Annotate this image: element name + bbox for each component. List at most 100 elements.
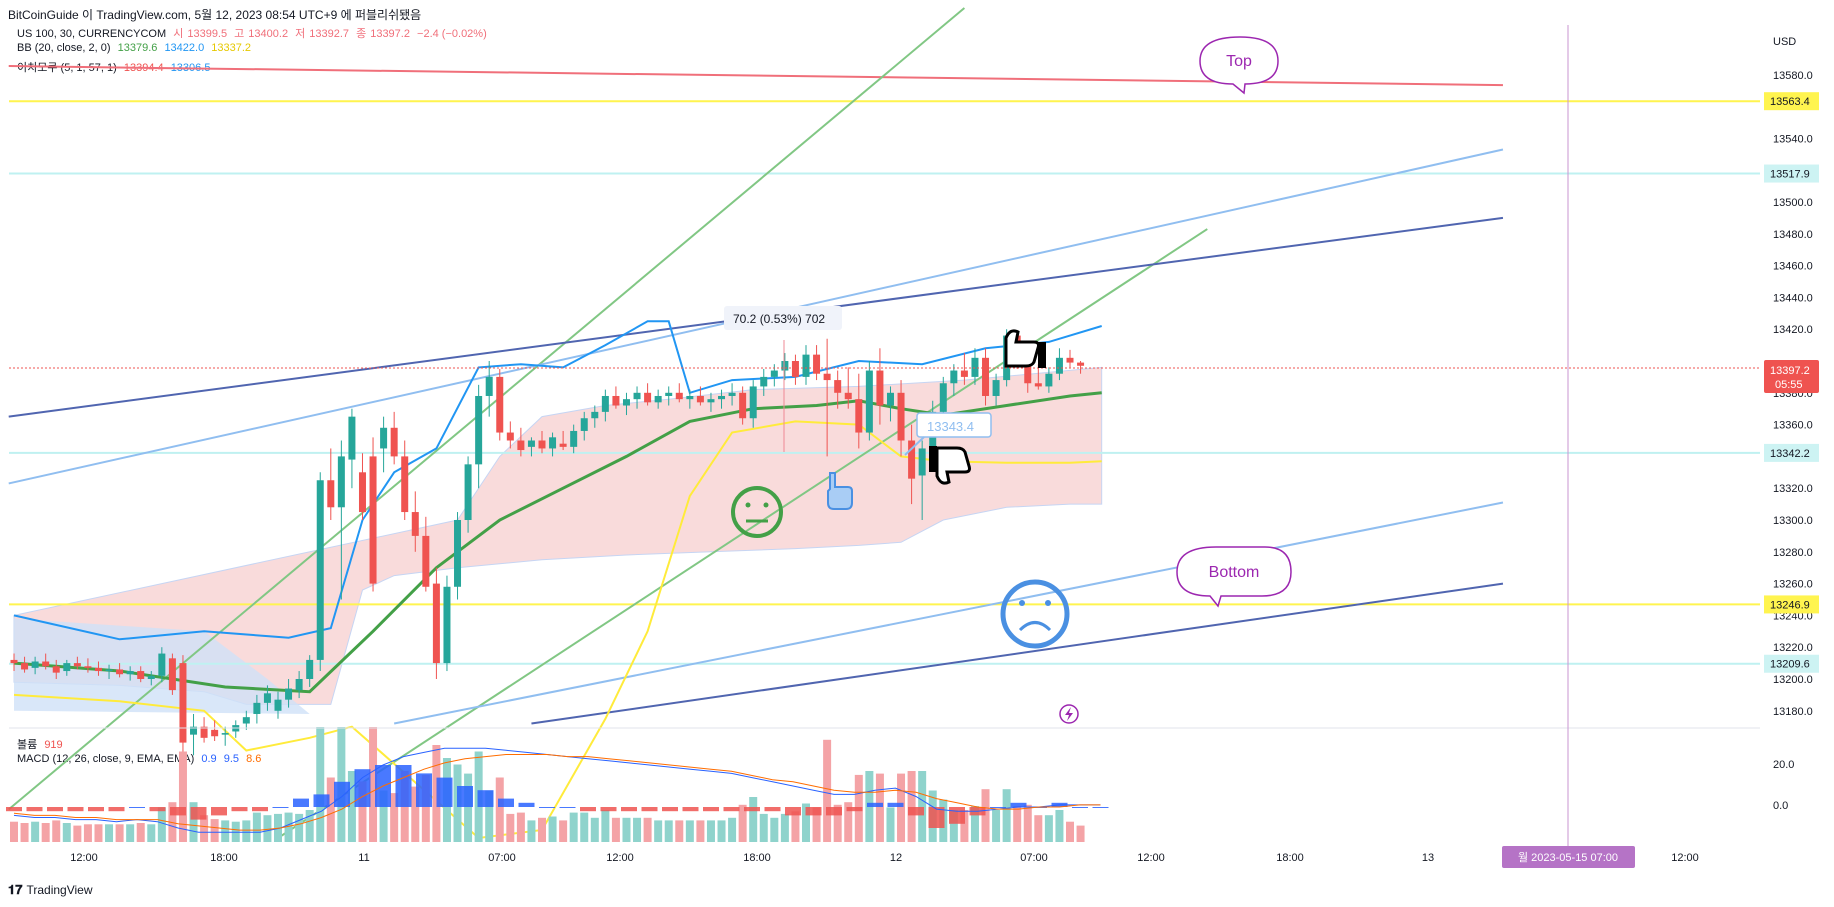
volume-bar xyxy=(83,824,92,842)
time-axis[interactable]: 12:00 18:00 11 07:00 12:00 18:00 12 07:00 12:00 1… xyxy=(70,852,1699,864)
price-tick-label: 13500.0 xyxy=(1773,197,1813,209)
macd-histogram-bar xyxy=(313,794,330,807)
candle-body xyxy=(855,399,863,433)
last-price-badge xyxy=(1764,360,1819,393)
volume-bar xyxy=(1044,815,1053,842)
volume-bar xyxy=(1076,825,1085,842)
price-tick-label: 13320.0 xyxy=(1773,483,1813,495)
time-tick-label: 12:00 xyxy=(1137,852,1165,864)
candle-body xyxy=(791,361,799,377)
time-tick-label: 12:00 xyxy=(1671,852,1699,864)
time-tick-label: 18:00 xyxy=(210,852,238,864)
candle-body xyxy=(475,395,483,465)
volume-bar xyxy=(780,813,789,842)
volume-bar xyxy=(717,820,726,842)
volume-bar xyxy=(41,823,50,842)
volume-bar xyxy=(738,804,747,842)
macd-histogram-bar xyxy=(600,807,617,812)
volume-bar xyxy=(157,807,166,842)
legend-symbol: US 100, 30, CURRENCYCOM xyxy=(17,28,167,40)
volume-bar xyxy=(875,773,884,842)
macd-histogram-bar xyxy=(190,807,207,820)
price-tick-label: 13440.0 xyxy=(1773,292,1813,304)
volume-bar xyxy=(1034,815,1043,842)
legend-macd-signal: 9.5 xyxy=(223,753,239,765)
volume-bar xyxy=(464,773,473,842)
volume-bar xyxy=(411,786,420,842)
candle-body xyxy=(221,733,229,735)
cloud-area xyxy=(13,366,1103,705)
macd-histogram-bar xyxy=(682,807,699,812)
candle-body xyxy=(179,663,187,743)
channel-green-upper xyxy=(8,7,966,811)
candle-body xyxy=(665,392,673,396)
volume-bar xyxy=(516,812,525,842)
macd-histogram-bar xyxy=(764,807,781,812)
macd-histogram-bar xyxy=(559,807,576,808)
macd-histogram-bar xyxy=(354,769,371,807)
candle-body xyxy=(728,392,736,396)
candle-body xyxy=(369,456,377,584)
channel-blue-lower xyxy=(393,501,1504,725)
volume-bar xyxy=(706,820,715,842)
macd-tick-label: 0.0 xyxy=(1773,800,1788,812)
volume-bar xyxy=(200,815,209,842)
level-badge-label: 13246.9 xyxy=(1770,599,1810,611)
volume-bar xyxy=(221,820,230,842)
candle-body xyxy=(380,427,388,449)
candle-body xyxy=(316,480,324,660)
legend-close-value: 13397.2 xyxy=(370,28,410,40)
volume-bar xyxy=(569,812,578,842)
candle-body xyxy=(876,370,884,406)
price-label-box xyxy=(916,412,992,438)
candle-body xyxy=(770,370,778,377)
candle-body xyxy=(147,675,155,679)
candle-body xyxy=(739,392,747,419)
thumbs-down-icon xyxy=(929,446,971,485)
candle-body xyxy=(422,535,430,587)
candle-body xyxy=(802,354,810,377)
candle-body xyxy=(73,663,81,667)
price-axis[interactable]: 13580.013540.013520.013500.013480.013460… xyxy=(1773,70,1813,812)
price-chart[interactable]: 70.2 (0.53%) 702 13343.4 Top Bottom xyxy=(0,0,1834,880)
candle-body xyxy=(760,376,768,387)
bottom-speech-bubble xyxy=(1176,546,1292,608)
volume-bar xyxy=(1066,821,1074,842)
volume-bar xyxy=(527,820,536,842)
macd-histogram-bar xyxy=(621,807,637,812)
volume-bar xyxy=(178,751,187,842)
lightning-icon[interactable] xyxy=(1059,704,1079,724)
volume-bar xyxy=(263,815,272,842)
time-tick-label: 12:00 xyxy=(70,852,98,864)
crosshair-time-badge xyxy=(1502,846,1635,868)
volume-bar xyxy=(189,802,198,842)
macd-histogram-bar xyxy=(539,807,555,808)
bottom-bubble-label: Bottom xyxy=(1209,564,1260,581)
candle-body xyxy=(1066,357,1074,363)
volume-bar xyxy=(970,806,979,842)
candle-body xyxy=(327,480,335,508)
macd-histogram-bar xyxy=(416,773,432,807)
candle-body xyxy=(443,586,451,664)
legend-bb-row: BB (20, close, 2, 0) 13379.6 13422.0 133… xyxy=(17,42,255,54)
candlesticks[interactable] xyxy=(10,329,1085,759)
candle-body xyxy=(84,666,92,668)
footer-brand: 𝟏𝟕 TradingView xyxy=(8,882,93,898)
volume-bar xyxy=(347,771,356,842)
neutral-face-icon xyxy=(731,486,783,538)
price-tick-label: 13420.0 xyxy=(1773,324,1813,336)
level-badge xyxy=(1764,92,1819,111)
volume-bar xyxy=(611,817,620,842)
macd-histogram-bar xyxy=(457,786,473,807)
candle-body xyxy=(897,392,905,441)
macd-histogram-bar xyxy=(170,807,186,816)
top-speech-bubble xyxy=(1199,36,1279,95)
volume-bar xyxy=(918,771,927,842)
macd-histogram-bar xyxy=(1092,807,1109,808)
price-label: 13343.4 xyxy=(927,419,974,434)
crosshair-time-label: 월 2023-05-15 07:00 xyxy=(1518,851,1618,864)
volume-bar xyxy=(844,802,853,842)
candle-body xyxy=(622,399,630,406)
macd-histogram-bar xyxy=(436,777,453,807)
candle-body xyxy=(190,726,198,735)
